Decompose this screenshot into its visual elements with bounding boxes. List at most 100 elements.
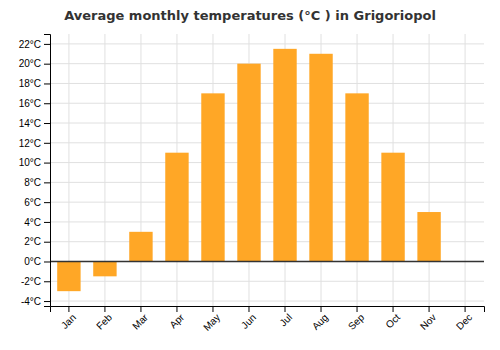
y-tick-label: 18°C: [19, 78, 41, 89]
y-tick-mark: [44, 163, 50, 164]
x-tick-label: Nov: [418, 312, 438, 332]
x-tick-mark: [429, 306, 430, 312]
y-axis: -4°C -2°C 0°C 2°C 4°C 6°C 8°C 10°C 12°C 14°C 16°C 1…: [19, 35, 51, 307]
y-tick-mark: [44, 261, 50, 262]
y-tick-label: 0°C: [24, 256, 41, 267]
x-tick: Nov: [418, 306, 438, 332]
y-tick-label: 8°C: [24, 177, 41, 188]
bar: [165, 153, 188, 262]
x-tick: Aug: [310, 306, 330, 332]
grid-line-y: [50, 103, 484, 104]
y-tick: 2°C: [24, 236, 50, 247]
y-tick-label: 20°C: [19, 58, 41, 69]
y-tick-mark: [44, 281, 50, 282]
bar: [57, 261, 80, 291]
grid-line-y: [50, 202, 484, 203]
x-tick-label: Oct: [383, 312, 402, 331]
x-axis-line: [51, 307, 485, 313]
x-tick-mark: [285, 306, 286, 312]
bar: [309, 54, 332, 262]
y-tick-mark: [44, 64, 50, 65]
bar: [237, 64, 260, 262]
bar: [417, 212, 440, 261]
bars: [50, 49, 484, 291]
bar: [273, 49, 296, 262]
bar: [93, 261, 116, 276]
y-tick: 20°C: [19, 58, 50, 69]
y-tick-label: 22°C: [19, 39, 41, 50]
y-tick: 6°C: [24, 197, 50, 208]
y-tick-mark: [44, 222, 50, 223]
x-tick-mark: [393, 306, 394, 312]
bar: [129, 232, 152, 262]
y-tick-mark: [44, 44, 50, 45]
grid-line-x: [465, 34, 466, 306]
x-tick: Jan: [59, 306, 78, 331]
x-tick-mark: [465, 306, 466, 312]
x-tick-label: Jan: [59, 312, 78, 331]
y-tick-label: -4°C: [21, 296, 41, 307]
x-tick-mark: [140, 306, 141, 312]
grid-line-y: [50, 43, 484, 44]
y-tick: -4°C: [21, 296, 50, 307]
y-tick-mark: [44, 242, 50, 243]
y-tick-mark: [44, 301, 50, 302]
title: Average monthly temperatures (°C ) in Gr…: [64, 8, 436, 23]
x-tick: Apr: [167, 306, 186, 330]
grid-line-y: [50, 83, 484, 84]
bar: [201, 93, 224, 261]
chart: Average monthly temperatures (°C ) in Gr…: [0, 0, 500, 350]
x-tick-label: Aug: [310, 312, 330, 332]
y-tick: 8°C: [24, 177, 50, 188]
y-tick-mark: [44, 123, 50, 124]
plot: -4°C -2°C 0°C 2°C 4°C 6°C 8°C 10°C 12°C 14°C 16°C 1…: [19, 34, 485, 333]
y-tick: 10°C: [19, 157, 50, 168]
x-tick-label: Feb: [94, 311, 114, 331]
zero-line: [50, 261, 484, 263]
y-tick-label: 4°C: [24, 217, 41, 228]
y-tick-label: -2°C: [21, 276, 41, 287]
x-tick: Feb: [94, 306, 114, 332]
y-tick-label: 10°C: [19, 157, 41, 168]
grid-line-y: [50, 281, 484, 282]
x-tick-label: Jul: [277, 312, 294, 329]
x-tick-mark: [357, 306, 358, 312]
grid-line-y: [50, 63, 484, 64]
x-tick-mark: [321, 306, 322, 312]
y-tick-label: 6°C: [24, 197, 41, 208]
x-tick-mark: [68, 306, 69, 312]
grid-line-y: [50, 301, 484, 302]
y-tick-label: 16°C: [19, 98, 41, 109]
y-tick-label: 2°C: [24, 236, 41, 247]
x-tick-label: May: [201, 312, 222, 333]
y-tick-mark: [44, 143, 50, 144]
x-tick-label: Apr: [167, 311, 186, 330]
x-tick-mark: [248, 306, 249, 312]
grid-line-y: [50, 123, 484, 124]
grid-line-y: [50, 162, 484, 163]
y-tick: 22°C: [19, 39, 50, 50]
y-tick: 14°C: [19, 118, 50, 129]
y-tick: 4°C: [24, 217, 50, 228]
x-tick-mark: [104, 306, 105, 312]
x-tick: Oct: [383, 306, 402, 330]
x-tick: Jul: [277, 306, 294, 328]
y-tick-label: 12°C: [19, 138, 41, 149]
x-tick: Dec: [454, 306, 474, 332]
x-tick-label: Jun: [239, 312, 258, 331]
x-tick: Mar: [130, 306, 150, 332]
x-tick: Jun: [239, 306, 258, 331]
bar: [345, 93, 368, 261]
x-tick-label: Dec: [454, 312, 474, 332]
y-tick-mark: [44, 202, 50, 203]
grid-line-y: [50, 261, 484, 262]
x-tick: Sep: [346, 306, 367, 332]
x-tick-label: Sep: [346, 311, 367, 332]
bar: [381, 153, 404, 262]
x-tick-mark: [176, 306, 177, 312]
y-tick: 18°C: [19, 78, 50, 89]
x-tick-mark: [212, 306, 213, 312]
x-tick-label: Mar: [130, 311, 150, 331]
x-axis: Jan Feb Mar Apr May Jun Jul Aug Sep Oct Nov Dec: [51, 306, 485, 333]
grid-line-y: [50, 182, 484, 183]
